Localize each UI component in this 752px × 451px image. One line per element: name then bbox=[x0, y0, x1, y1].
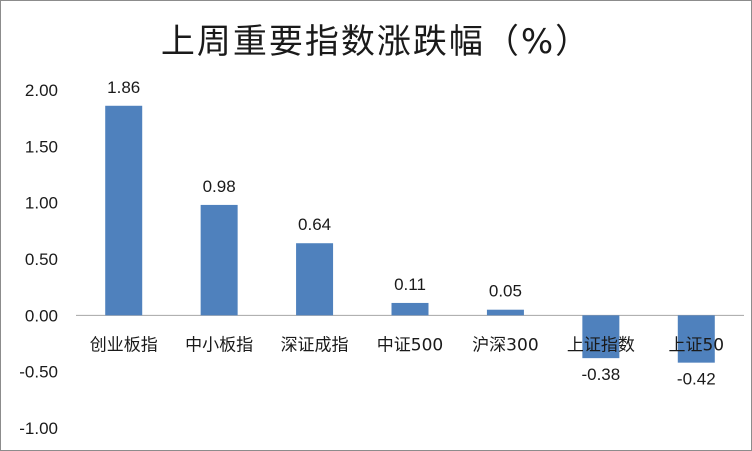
bar bbox=[486, 309, 524, 316]
data-label: 0.11 bbox=[394, 275, 426, 294]
x-category-label: 上证50 bbox=[668, 335, 724, 355]
data-label: 0.64 bbox=[298, 215, 331, 234]
y-tick-label: -0.50 bbox=[19, 363, 58, 382]
data-label: 0.05 bbox=[489, 282, 522, 301]
chart-title: 上周重要指数涨跌幅（%） bbox=[160, 22, 592, 62]
data-label: -0.42 bbox=[677, 370, 716, 389]
y-tick-label: 1.50 bbox=[25, 137, 58, 156]
x-category-label: 中小板指 bbox=[185, 335, 253, 355]
data-label: -0.38 bbox=[581, 365, 620, 384]
x-category-label: 中证500 bbox=[377, 335, 443, 355]
x-category-label: 创业板指 bbox=[90, 335, 158, 355]
data-label: 0.98 bbox=[203, 177, 236, 196]
x-category-label: 深证成指 bbox=[281, 335, 349, 355]
y-tick-label: 2.00 bbox=[25, 81, 58, 100]
bar bbox=[200, 204, 238, 316]
y-tick-label: -1.00 bbox=[19, 419, 58, 438]
bar bbox=[582, 315, 620, 359]
x-category-label: 上证指数 bbox=[567, 335, 635, 355]
bar bbox=[391, 302, 429, 316]
y-tick-label: 1.00 bbox=[25, 194, 58, 213]
data-label: 1.86 bbox=[107, 78, 140, 97]
bar bbox=[677, 315, 715, 363]
x-category-label: 沪深300 bbox=[472, 335, 538, 355]
bar bbox=[105, 105, 143, 316]
bar bbox=[296, 243, 334, 316]
y-tick-label: 0.00 bbox=[25, 306, 58, 325]
y-tick-label: 0.50 bbox=[25, 250, 58, 269]
